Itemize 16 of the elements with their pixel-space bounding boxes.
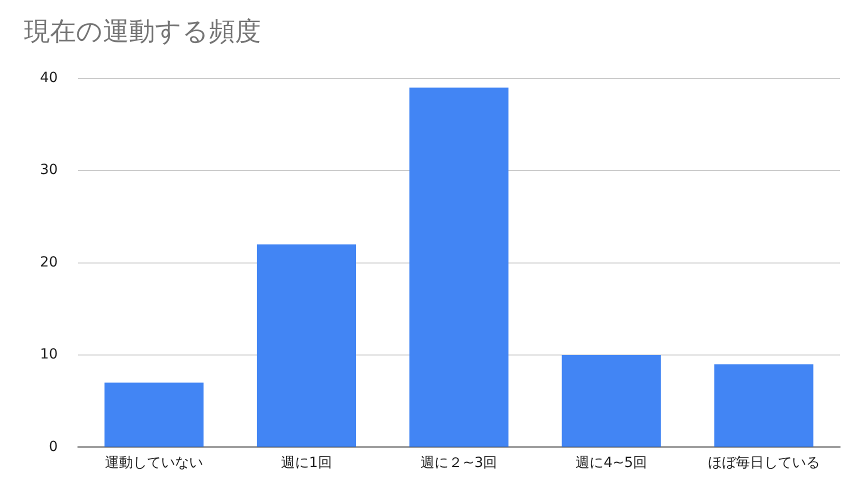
- x-tick-label: 運動していない: [105, 455, 204, 472]
- bar: [562, 355, 661, 447]
- bar: [409, 88, 508, 447]
- x-tick-label: 週に1回: [281, 455, 332, 472]
- x-tick-label: 週に２~3回: [420, 455, 498, 472]
- y-tick-label: 10: [40, 346, 58, 363]
- y-tick-label: 20: [40, 254, 58, 270]
- bar: [104, 382, 204, 447]
- x-tick-label: 週に4~5回: [576, 455, 648, 472]
- y-tick-label: 30: [40, 162, 58, 178]
- bar: [256, 244, 356, 447]
- bar: [714, 364, 814, 447]
- x-tick-label: ほぼ毎日している: [708, 455, 820, 472]
- y-tick-label: 0: [48, 438, 58, 455]
- y-tick-label: 40: [40, 70, 58, 86]
- chart-title: 現在の運動する頻度: [24, 16, 261, 49]
